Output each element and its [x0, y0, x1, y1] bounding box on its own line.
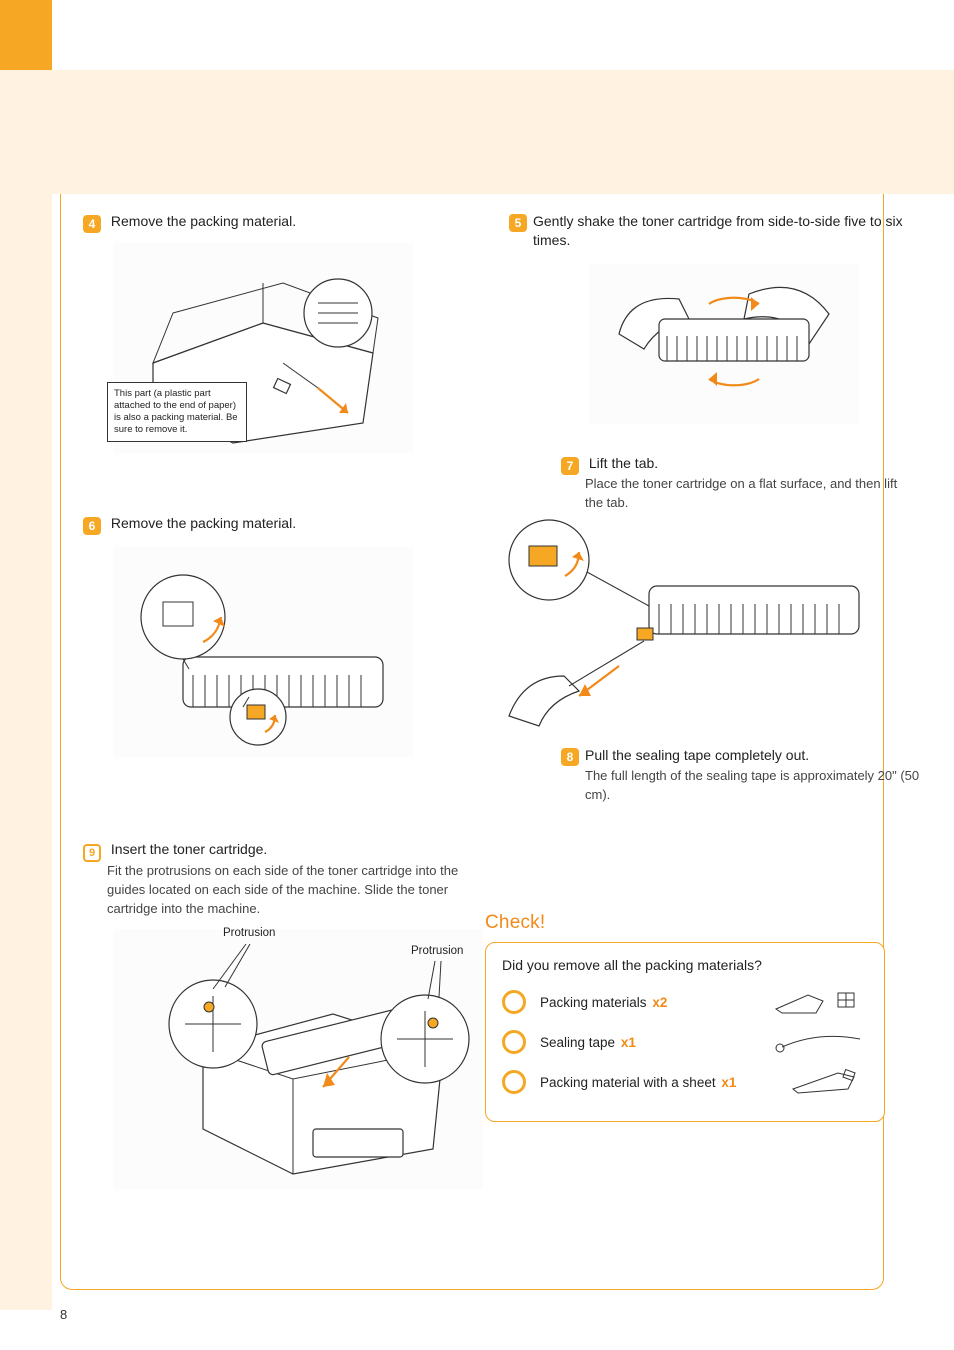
step-4-title: 4 Remove the packing material. — [83, 212, 463, 231]
check-row-1-label: Packing materials x2 — [540, 995, 760, 1010]
step-7-badge: 7 — [561, 457, 579, 475]
step-4-badge: 4 — [83, 215, 101, 233]
step-8-text: Pull the sealing tape completely out. — [585, 746, 809, 765]
page-number: 8 — [60, 1307, 67, 1322]
check-item-3-text: Packing material with a sheet — [540, 1075, 716, 1090]
check-item-3-mini-illustration — [768, 1067, 868, 1097]
step-5: 5 Gently shake the toner cartridge from … — [509, 212, 909, 424]
step-6-illustration — [113, 547, 413, 757]
step-7-sub: Place the toner cartridge on a flat surf… — [585, 475, 911, 513]
step-7: 7 Lift the tab. Place the toner cartridg… — [561, 454, 911, 513]
step-9-badge: 9 — [83, 844, 101, 862]
step-8-title: 8 Pull the sealing tape completely out. — [561, 746, 921, 765]
check-item-1-count: x2 — [652, 995, 667, 1010]
step-8-sub: The full length of the sealing tape is a… — [585, 767, 921, 805]
check-row-3: Packing material with a sheet x1 — [502, 1067, 868, 1097]
header-orange-tab — [0, 0, 52, 70]
step-5-badge: 5 — [509, 214, 527, 232]
cream-band — [0, 70, 954, 194]
step-9: 9 Insert the toner cartridge. Fit the pr… — [83, 840, 493, 1189]
check-item-2-count: x1 — [621, 1035, 636, 1050]
step-6-title: 6 Remove the packing material. — [83, 514, 463, 533]
check-item-1-text: Packing materials — [540, 995, 647, 1010]
check-ring-icon — [502, 1070, 526, 1094]
protrusion-label-right: Protrusion — [411, 945, 463, 957]
step-9-illustration: Protrusion Protrusion — [113, 929, 483, 1189]
step-6: 6 Remove the packing material. — [83, 514, 463, 757]
check-ring-icon — [502, 990, 526, 1014]
check-box: Did you remove all the packing materials… — [485, 942, 885, 1122]
step-5-text: Gently shake the toner cartridge from si… — [533, 212, 909, 250]
cream-left-strip — [0, 194, 52, 1310]
check-item-2-mini-illustration — [768, 1027, 868, 1057]
step-4-text: Remove the packing material. — [111, 213, 296, 229]
check-item-2-text: Sealing tape — [540, 1035, 615, 1050]
step-4: 4 Remove the packing material. This part… — [83, 212, 463, 453]
check-question: Did you remove all the packing materials… — [502, 957, 868, 973]
step-7-title: 7 Lift the tab. — [561, 454, 911, 473]
step-6-text: Remove the packing material. — [111, 515, 296, 531]
step-6-badge: 6 — [83, 517, 101, 535]
check-ring-icon — [502, 1030, 526, 1054]
check-row-3-label: Packing material with a sheet x1 — [540, 1075, 760, 1090]
check-row-1: Packing materials x2 — [502, 987, 868, 1017]
step-4-note: This part (a plastic part attached to th… — [107, 382, 247, 442]
step-9-sub: Fit the protrusions on each side of the … — [107, 862, 493, 919]
step-8-badge: 8 — [561, 748, 579, 766]
step-5-illustration — [589, 264, 859, 424]
step-8: 8 Pull the sealing tape completely out. … — [561, 746, 921, 805]
protrusion-label-left: Protrusion — [223, 927, 275, 939]
check-heading: Check! — [485, 912, 545, 934]
check-row-2-label: Sealing tape x1 — [540, 1035, 760, 1050]
check-item-1-mini-illustration — [768, 987, 868, 1017]
step-5-title: 5 Gently shake the toner cartridge from … — [509, 212, 909, 250]
check-row-2: Sealing tape x1 — [502, 1027, 868, 1057]
step-7-8-illustration — [469, 516, 889, 746]
check-item-3-count: x1 — [721, 1075, 736, 1090]
step-9-title: 9 Insert the toner cartridge. — [83, 840, 493, 860]
instruction-card: 4 Remove the packing material. This part… — [60, 194, 884, 1290]
step-7-text: Lift the tab. — [589, 455, 658, 471]
step-9-text: Insert the toner cartridge. — [111, 841, 267, 857]
